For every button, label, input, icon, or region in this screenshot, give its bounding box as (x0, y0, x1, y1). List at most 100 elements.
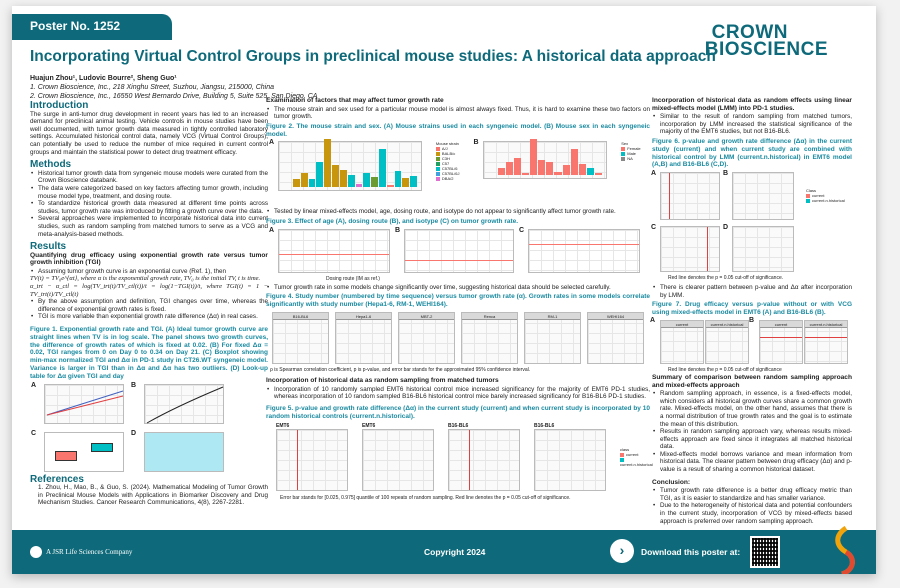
conclusion-bullet: Tumor growth rate difference is a better… (652, 487, 852, 502)
tgi-line (146, 386, 224, 424)
legend-item: C57BL/6J (435, 171, 469, 176)
panel-label: D (723, 224, 729, 232)
panel-label: B (723, 170, 729, 178)
introduction-heading: Introduction (30, 100, 89, 111)
column-left: Introduction The surge in anti-tumor dru… (30, 100, 268, 507)
facet-strip: current.n.historical (805, 320, 847, 328)
facet-strip: current (760, 320, 802, 328)
summary-bullet: Mixed-effects model borrows variance and… (652, 451, 852, 474)
panel-label: C (651, 224, 657, 232)
figure-4-panel: MBT-2 (398, 311, 455, 364)
figure-6-row-bottom: C D (651, 224, 852, 273)
methods-bullet: Historical tumor growth data from syngen… (30, 170, 268, 185)
panel-label: C (519, 226, 525, 234)
references-heading: References (30, 473, 84, 485)
logo-line1: CROWN (711, 22, 788, 43)
figure-7a-chart: A current current.n.historical (650, 317, 749, 364)
figure-4-panel: Renca (461, 311, 518, 364)
crown-bioscience-logo: CROWN BIOSCIENCE (678, 22, 828, 66)
legend-title: Sex (621, 141, 629, 147)
panel-title: B16-BL6 (534, 423, 555, 430)
panel-label: D (131, 429, 137, 437)
footer-bar: A JSR Life Sciences Company Copyright 20… (12, 526, 876, 574)
facet-strip: current (661, 320, 703, 328)
legend-item: current.n.historical (806, 198, 845, 203)
figure-4-panel: RM-1 (524, 311, 581, 364)
legend-item: A/J (435, 146, 469, 151)
figure-1d-lookup-table: D (131, 430, 224, 472)
figure-5-panel: EMT6 (276, 423, 348, 492)
panel-label: A (269, 226, 275, 234)
results-list-2: By the above assumption and definition, … (30, 298, 268, 321)
delta-alpha-box (91, 442, 113, 452)
conclusion-list: Tumor growth rate difference is a better… (652, 487, 852, 525)
figure-6-row-top: A B Class current current.n.historical (651, 170, 852, 221)
affiliation-1: 1. Crown Bioscience, Inc., 218 Xinghu St… (30, 84, 274, 91)
figure-5-row: EMT6 EMT6 B16-BL6 B16-BL6 class current … (276, 423, 653, 492)
panel-title: B16-BL6 (448, 423, 469, 430)
conclusion-bullet: Due to the heterogeneity of historical d… (652, 502, 852, 525)
legend-title: Class (806, 188, 817, 194)
figure-1c-boxplot: C (31, 430, 124, 472)
figure-6b-chart: B (723, 170, 794, 221)
figure-7-note: Red line denotes the p = 0.05 cut-off of… (668, 366, 782, 373)
legend-item: current.n.historical (620, 457, 653, 467)
logo-line2: BIOSCIENCE (704, 39, 828, 60)
poster-title: Incorporating Virtual Control Groups in … (30, 48, 716, 65)
chevron-right-icon[interactable]: › (610, 539, 634, 563)
panel-label: A (269, 139, 275, 147)
legend-item: Male (621, 151, 650, 156)
fig4-bullet: Tumor growth rate in some models change … (266, 284, 650, 292)
figure-1a-chart: A (31, 382, 124, 424)
results-list: Assuming tumor growth curve is an expone… (30, 268, 268, 276)
facet-strip: RM-1 (525, 312, 580, 320)
figure-2-row: A Mouse strain A/J BALB/c C3H C57 C57BL/… (269, 139, 650, 192)
reference-item: 1. Zhou, H., Mao, B., & Guo, S. (2024). … (38, 484, 268, 507)
panel-title: EMT6 (276, 423, 290, 430)
figure-6-note: Red line denotes the p = 0.05 cut-off of… (668, 275, 784, 282)
methods-bullet: To standardize historical growth data me… (30, 200, 268, 215)
panel-label: B (395, 226, 401, 234)
figure-1-caption: Figure 1. Exponential growth rate and TG… (30, 326, 268, 380)
copyright-text: Copyright 2024 (424, 547, 486, 557)
figure-5-legend: class current current.n.historical (620, 447, 653, 515)
panel-title: EMT6 (362, 423, 376, 430)
summary-list: Random sampling approach, in essence, is… (652, 390, 852, 474)
poster: Poster No. 1252 Incorporating Virtual Co… (12, 6, 876, 574)
figure-2-caption: Figure 2. The mouse strain and sex. (A) … (266, 122, 650, 138)
legend-item: NA (621, 156, 650, 161)
figure-7-caption: Figure 7. Drug efficacy versus p-value w… (652, 301, 852, 317)
figure-2b-legend: Sex Female Male NA (621, 141, 650, 191)
summary-bullet: Random sampling approach, in essence, is… (652, 390, 852, 428)
sampling-list: Incorporation of 10 randomly sampled EMT… (266, 386, 650, 401)
figure-6a-chart: A (651, 170, 720, 221)
factors-heading: Examination of factors that may affect t… (266, 97, 444, 104)
equation-2: α_trt − α_ctl = log(TV_trt(t)/TV_ctl(t))… (30, 283, 268, 298)
figure-4-note: ρ is Spearman correlation coefficient, p… (270, 366, 531, 373)
figure-3b-chart: B (395, 227, 514, 273)
figure-6-legend: Class current current.n.historical (806, 188, 845, 236)
summary-heading: Summary of comparison between random sam… (652, 373, 852, 389)
figure-5-panel: B16-BL6 (448, 423, 520, 492)
column-right: Incorporation of historical data as rand… (650, 96, 852, 525)
figure-7-row: A current current.n.historical B current… (650, 317, 852, 364)
legend-item: Female (621, 146, 650, 151)
figure-6-caption: Figure 6. p-value and growth rate differ… (652, 137, 852, 169)
equation-1: TV(t) = TV₀e^{αt}, where α is the expone… (30, 275, 261, 283)
figure-3b-xlabel: Dosing route (IM as ref.) (326, 275, 380, 282)
legend-item: DBA/2 (435, 176, 469, 181)
jsr-logo-icon (30, 546, 42, 558)
methods-bullet: The data were categorized based on key f… (30, 185, 268, 200)
facet-strip: WEHI164 (588, 312, 643, 320)
figure-4-caption: Figure 4. Study number (numbered by time… (266, 293, 650, 309)
figure-4-row: B16-BL6 Hepa1-6 MBT-2 Renca RM-1 WEHI164 (272, 311, 650, 364)
methods-list: Historical tumor growth data from syngen… (30, 170, 268, 238)
fig3-bullet: Tested by linear mixed-effects model, ag… (266, 208, 650, 216)
affiliation-2: 2. Crown Bioscience, Inc., 16550 West Be… (30, 93, 318, 100)
methods-heading: Methods (30, 159, 72, 171)
figure-4-panel: B16-BL6 (272, 311, 329, 364)
authors-block: Huajun Zhou¹, Ludovic Bourre², Sheng Guo… (30, 74, 317, 101)
qr-code[interactable] (750, 536, 780, 568)
legend-item: C57 (435, 161, 469, 166)
sampling-heading: Incorporation of historical data as rand… (266, 376, 499, 384)
